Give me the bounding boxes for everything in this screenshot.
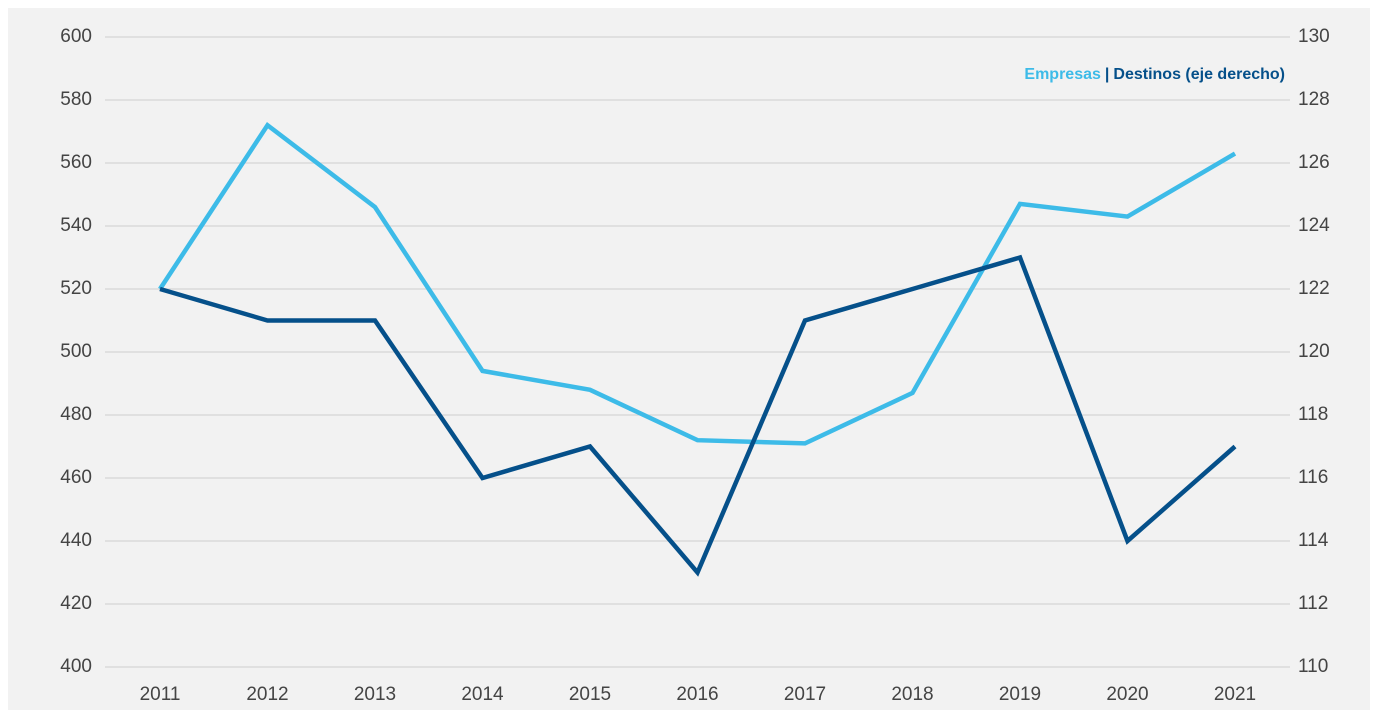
- y-tick-label: 600: [60, 26, 92, 47]
- series-line: [158, 121, 1237, 446]
- legend-separator: |: [1105, 66, 1109, 83]
- y2-tick-label: 114: [1298, 530, 1329, 551]
- legend-entry: Destinos (eje derecho): [1113, 66, 1285, 83]
- plot-background: [8, 8, 1370, 710]
- y2-tick-label: 116: [1298, 467, 1328, 488]
- y-tick-label: 440: [60, 530, 92, 551]
- y2-tick-label: 118: [1298, 404, 1328, 425]
- x-tick-label: 2018: [891, 684, 933, 705]
- x-tick-label: 2015: [569, 684, 611, 705]
- y2-tick-label: 112: [1298, 593, 1328, 614]
- y-tick-label: 520: [60, 278, 92, 299]
- x-tick-label: 2021: [1214, 684, 1256, 705]
- x-tick-label: 2012: [246, 684, 288, 705]
- x-tick-label: 2016: [676, 684, 718, 705]
- x-tick-label: 2011: [140, 684, 181, 705]
- legend-entry: Empresas: [1024, 66, 1101, 83]
- legend: Empresas | Destinos (eje derecho): [1024, 66, 1285, 83]
- y-tick-label: 580: [60, 89, 92, 110]
- y-tick-label: 400: [60, 656, 92, 677]
- y2-tick-label: 126: [1298, 152, 1330, 173]
- y-tick-label: 560: [60, 152, 92, 173]
- y2-tick-label: 110: [1298, 656, 1328, 677]
- x-tick-label: 2013: [354, 684, 396, 705]
- y-tick-label: 420: [60, 593, 92, 614]
- x-tick-label: 2017: [784, 684, 826, 705]
- series-line: [159, 254, 1237, 577]
- x-tick-label: 2020: [1106, 684, 1148, 705]
- y-tick-label: 500: [60, 341, 92, 362]
- x-tick-label: 2019: [999, 684, 1041, 705]
- y-tick-label: 540: [60, 215, 92, 236]
- y2-tick-label: 120: [1298, 341, 1330, 362]
- y-tick-label: 480: [60, 404, 92, 425]
- y2-tick-label: 130: [1298, 26, 1330, 47]
- y2-tick-label: 122: [1298, 278, 1330, 299]
- y2-tick-label: 124: [1298, 215, 1330, 236]
- y2-tick-label: 128: [1298, 89, 1330, 110]
- x-tick-label: 2014: [461, 684, 504, 705]
- y-tick-label: 460: [60, 467, 92, 488]
